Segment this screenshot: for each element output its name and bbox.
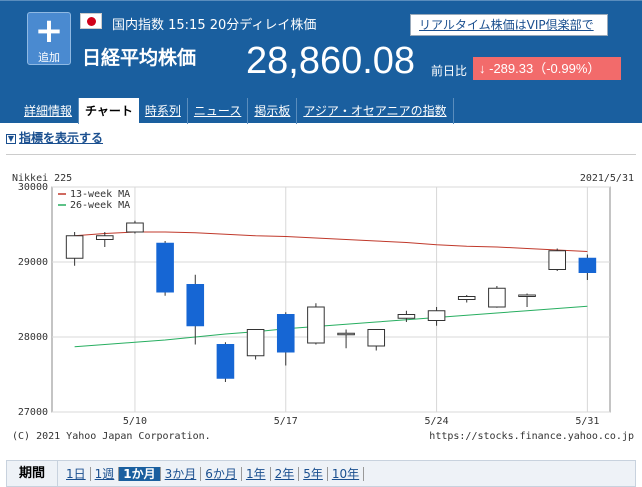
change-value: -289.33（-0.99%） [489,61,601,76]
chart-title: Nikkei 225 [12,173,72,184]
quote-header: + 追加 国内指数 15:15 20分ディレイ株価 リアルタイム株価はVIP倶楽… [0,0,642,124]
period-option[interactable]: 1週 [91,466,120,481]
period-option[interactable]: 6か月 [201,466,242,481]
chart-date: 2021/5/31 [580,173,634,184]
tab-3[interactable]: ニュース [188,98,249,124]
market-meta-line: 国内指数 15:15 20分ディレイ株価 [112,18,317,33]
y-tick-label: 30000 [18,182,48,193]
axis-layer: 30000 29000 28000 27000 5/10 5/17 5/24 5/31 [18,182,600,427]
tab-5[interactable]: アジア・オセアニアの指数 [297,98,454,124]
price-chart: Nikkei 225 2021/5/31 30000 29000 28000 2700… [12,173,634,442]
tab-1[interactable]: チャート [79,98,139,124]
candle-body [548,250,567,270]
candle-layer [65,220,597,382]
candle-body [95,235,114,240]
ma13-line [74,231,588,252]
ma26-line [74,305,588,348]
period-option[interactable]: 1か月 [119,466,161,481]
candle-body [578,257,597,273]
legend-label: 13-week MA [70,189,130,200]
period-options: 1日 1週 1か月 3か月 6か月 1年 2年 5年 10年 [58,466,365,481]
period-option[interactable]: 3か月 [161,466,202,481]
candle-body [518,294,536,297]
candle-body [186,284,205,327]
show-indicators-toggle[interactable]: ▼ 指標を表示する [6,129,103,146]
x-tick-label: 5/31 [575,416,599,427]
plus-icon: + [34,11,64,51]
chart-source-url[interactable]: https://stocks.finance.yahoo.co.jp [429,431,634,442]
candle-body [156,242,174,293]
plot-area [51,186,611,413]
change-label: 前日比 [431,64,468,78]
y-tick-label: 27000 [18,407,48,418]
period-label: 期間 [7,461,59,486]
vip-club-link[interactable]: リアルタイム株価はVIP倶楽部で [410,14,608,36]
period-option[interactable]: 2年 [271,466,300,481]
candle-body [307,306,325,344]
period-option[interactable]: 5年 [299,466,328,481]
candle-body [246,329,265,357]
down-arrow-icon: ↓ [479,61,486,76]
section-divider [6,154,636,155]
period-option[interactable]: 1日 [62,466,91,481]
stock-name: 日経平均株価 [82,47,197,69]
current-price: 28,860.08 [246,40,416,82]
japan-flag-icon [80,13,102,29]
tab-4[interactable]: 掲示板 [248,98,298,124]
candle-body [126,222,144,233]
period-option[interactable]: 1年 [242,466,271,481]
chart-copyright: (C) 2021 Yahoo Japan Corporation. [12,431,211,442]
y-tick-label: 29000 [18,257,48,268]
x-tick-label: 5/24 [425,416,449,427]
add-to-portfolio-button[interactable]: + 追加 [27,12,71,65]
change-badge: ↓ -289.33（-0.99%） [473,57,621,80]
candle-body [216,344,235,379]
tab-2[interactable]: 時系列 [139,98,188,124]
candle-body [397,314,416,319]
candle-body [367,329,386,347]
candle-body [276,314,295,353]
y-tick-label: 28000 [18,332,48,343]
show-indicators-label: 指標を表示する [19,131,104,145]
candle-body [65,235,84,259]
tab-0[interactable]: 詳細情報 [18,98,80,124]
expand-icon: ▼ [6,133,16,144]
candle-body [457,296,476,300]
x-tick-label: 5/17 [274,416,298,427]
x-tick-label: 5/10 [123,416,147,427]
moving-average-layer [74,231,588,348]
legend-label: 26-week MA [70,200,130,211]
add-button-label: 追加 [38,51,60,64]
candle-body [488,287,506,308]
quote-tabs: 詳細情報 チャート 時系列 ニュース 掲示板 アジア・オセアニアの指数 [18,98,454,124]
period-option[interactable]: 10年 [328,466,365,481]
candle-body [337,332,355,336]
candle-body [427,310,446,321]
period-selector: 期間 1日 1週 1か月 3か月 6か月 1年 2年 5年 10年 [6,460,636,487]
